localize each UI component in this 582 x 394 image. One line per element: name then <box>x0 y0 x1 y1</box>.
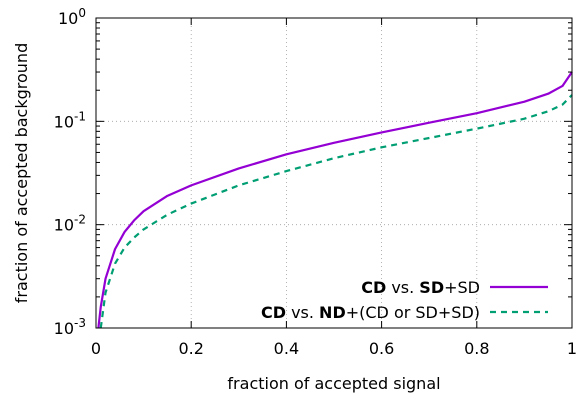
y-axis-title: fraction of accepted background <box>12 43 31 303</box>
x-tick-label: 0 <box>91 339 101 358</box>
legend-label-1: CD vs. SD+SD <box>361 278 480 297</box>
legend-label-2: CD vs. ND+(CD or SD+SD) <box>261 303 480 322</box>
x-tick-label: 0.4 <box>274 339 299 358</box>
x-tick-label: 1 <box>567 339 577 358</box>
x-tick-label: 0.2 <box>178 339 203 358</box>
y-tick-label: 10-2 <box>54 213 86 235</box>
y-tick-label: 10-3 <box>54 316 86 338</box>
y-tick-label: 10-1 <box>54 109 86 131</box>
axis-ticks: 0 0.2 0.4 0.6 0.8 1 10-3 10-2 10-1 100 <box>54 6 577 358</box>
plot-frame <box>95 17 573 329</box>
x-axis-title: fraction of accepted signal <box>227 374 440 393</box>
series-line-2 <box>99 94 573 329</box>
series-lines <box>97 71 573 329</box>
y-tick-label: 100 <box>58 6 86 28</box>
series-line-1 <box>97 71 573 329</box>
x-tick-label: 0.8 <box>464 339 489 358</box>
grid-lines <box>96 18 572 328</box>
legend: CD vs. SD+SD CD vs. ND+(CD or SD+SD) <box>261 278 548 322</box>
x-tick-label: 0.6 <box>369 339 394 358</box>
